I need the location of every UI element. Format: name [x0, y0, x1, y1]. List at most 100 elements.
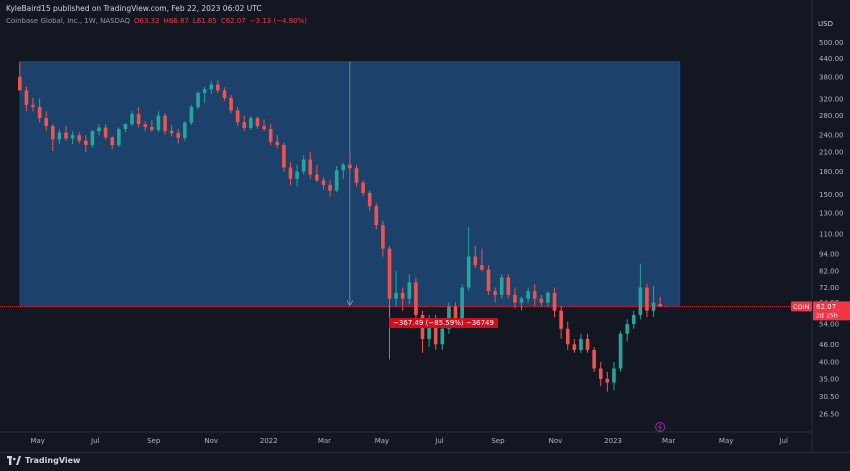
candle-body — [301, 159, 306, 172]
candle-body — [559, 310, 563, 329]
candle-body — [513, 294, 517, 303]
time-tick-label: Jul — [434, 437, 444, 445]
candle-body — [64, 132, 68, 139]
candle-body — [374, 206, 379, 226]
candle-body — [618, 333, 623, 369]
candle-body — [90, 131, 95, 146]
time-tick-label: May — [719, 437, 733, 445]
candle-body — [367, 193, 372, 207]
close-value: C62.07 — [220, 17, 246, 25]
candle-body — [519, 298, 524, 303]
time-tick-label: Mar — [662, 437, 675, 445]
event-marker-icon — [655, 422, 666, 432]
symbol-legend: Coinbase Global, Inc., 1W, NASDAQ O63.32… — [6, 17, 307, 25]
tradingview-logo-icon — [7, 456, 21, 465]
price-tick-label: 180.00 — [819, 168, 844, 176]
price-tick-label: 210.00 — [819, 149, 844, 157]
price-tick-label: 440.00 — [819, 55, 844, 63]
price-tick-label: 35.00 — [819, 375, 839, 383]
candle-body — [638, 287, 643, 315]
candle-body — [546, 292, 550, 303]
candle-body — [31, 104, 35, 107]
candle-body — [51, 126, 55, 140]
candle-body — [453, 306, 458, 320]
candle-body — [348, 164, 352, 169]
candle-body — [598, 368, 603, 379]
ticker-label: COIN — [793, 303, 810, 311]
candle-body — [315, 174, 319, 181]
price-tick-label: 500.00 — [819, 39, 844, 47]
tradingview-brand[interactable]: TradingView — [7, 456, 80, 465]
candle-body — [84, 140, 88, 146]
currency-label: USD — [818, 20, 833, 28]
change-value: −3.13 (−4.80%) — [249, 17, 308, 25]
candle-body — [625, 323, 629, 334]
high-value: H66.87 — [163, 17, 189, 25]
candle-body — [539, 298, 544, 303]
candle-body — [249, 117, 253, 129]
candle-body — [268, 129, 273, 142]
candle-body — [334, 170, 339, 191]
measurement-label: −367.49 (−85.59%) −36749 — [389, 318, 498, 328]
price-tick-label: 240.00 — [819, 132, 844, 140]
candle-body — [447, 306, 451, 329]
candle-body — [229, 98, 233, 111]
candle-body — [110, 137, 115, 146]
candle-body — [242, 122, 247, 129]
price-tick-label: 82.00 — [819, 268, 839, 276]
lightning-icon — [657, 423, 662, 431]
time-tick-label: Jul — [778, 437, 788, 445]
candle-body — [572, 344, 577, 350]
candle-body — [288, 167, 293, 179]
candle-body — [163, 115, 167, 132]
candle-body — [156, 115, 161, 131]
candle-body — [169, 131, 174, 134]
last-price-countdown: 2d 15h — [816, 312, 838, 319]
candle-body — [123, 124, 128, 130]
candle-body — [427, 321, 431, 339]
time-tick-label: Sep — [147, 437, 161, 445]
price-tick-label: 72.00 — [819, 284, 839, 292]
price-tick-label: 26.50 — [819, 411, 839, 419]
candle-body — [97, 127, 101, 132]
candle-body — [645, 287, 649, 311]
low-value: L61.85 — [192, 17, 217, 25]
candle-body — [565, 328, 570, 345]
candle-body — [183, 122, 187, 138]
candle-body — [354, 168, 359, 183]
candle-body — [486, 269, 491, 292]
last-price-badge — [813, 301, 850, 321]
price-tick-label: 94.00 — [819, 250, 839, 258]
candle-body — [526, 291, 530, 299]
candle-body — [57, 132, 62, 140]
candle-body — [216, 84, 220, 91]
candle-body — [341, 164, 346, 171]
candle-body — [631, 314, 636, 324]
candle-body — [255, 117, 260, 127]
candle-body — [407, 282, 412, 299]
candle-body — [381, 225, 385, 249]
candle-body — [493, 291, 497, 295]
measurement-arrow-icon — [346, 300, 354, 307]
price-tick-label: 380.00 — [819, 74, 844, 82]
candle-body — [592, 349, 596, 369]
candle-body — [552, 292, 557, 311]
time-tick-label: Nov — [549, 437, 563, 445]
candle-body — [612, 368, 616, 383]
candle-body — [282, 145, 286, 168]
time-tick-label: 2023 — [604, 437, 622, 445]
candle-body — [387, 248, 392, 299]
time-tick-label: May — [30, 437, 44, 445]
candle-body — [176, 133, 181, 138]
candle-body — [499, 277, 504, 295]
candle-body — [37, 106, 42, 118]
time-tick-label: 2022 — [260, 437, 278, 445]
candle-body — [473, 256, 478, 266]
brand-label: TradingView — [25, 456, 81, 465]
candle-body — [77, 135, 82, 141]
candle-body — [480, 265, 484, 270]
open-value: O63.32 — [134, 17, 160, 25]
candle-body — [466, 256, 471, 288]
candle-body — [585, 338, 590, 350]
